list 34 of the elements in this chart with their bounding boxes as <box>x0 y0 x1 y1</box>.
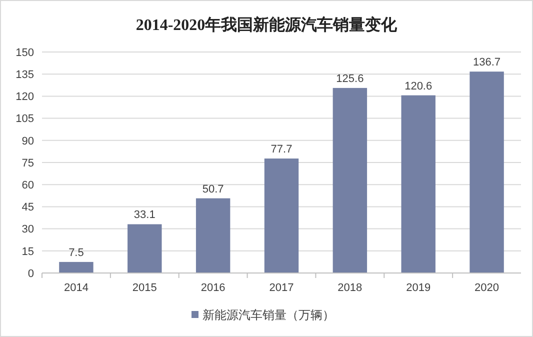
y-tick-label: 120 <box>16 91 34 104</box>
bar <box>59 262 94 273</box>
x-tick-label: 2019 <box>406 282 431 294</box>
bar <box>401 95 436 273</box>
x-tick-label: 2016 <box>200 282 226 294</box>
y-tick-label: 150 <box>16 46 34 59</box>
bar <box>470 72 504 273</box>
bar <box>332 88 368 273</box>
y-tick-label: 90 <box>22 135 34 148</box>
x-tick-label: 2015 <box>132 282 157 294</box>
legend-label: 新能源汽车销量（万辆） <box>202 308 334 322</box>
chart-title: 2014-2020年我国新能源汽车销量变化 <box>136 16 398 34</box>
data-label: 136.7 <box>473 56 501 69</box>
data-label: 120.6 <box>404 80 432 92</box>
y-tick-label: 135 <box>16 68 34 81</box>
data-label: 33.1 <box>134 209 156 222</box>
bar <box>128 224 162 273</box>
x-tick-label: 2014 <box>64 282 88 294</box>
data-label: 125.6 <box>336 72 364 85</box>
bar <box>196 198 230 273</box>
y-tick-label: 45 <box>22 202 34 214</box>
data-label: 77.7 <box>270 144 292 156</box>
x-tick-label: 2018 <box>338 282 362 294</box>
y-tick-label: 0 <box>28 268 34 280</box>
x-tick-label: 2020 <box>474 282 500 294</box>
y-tick-label: 60 <box>22 179 34 192</box>
y-tick-label: 15 <box>22 246 34 258</box>
bar <box>264 158 299 273</box>
data-label: 7.5 <box>68 246 84 259</box>
y-tick-label: 75 <box>22 157 34 170</box>
data-label: 50.7 <box>202 183 224 196</box>
x-tick-label: 2017 <box>269 282 294 294</box>
y-tick-label: 30 <box>22 224 34 236</box>
y-tick-label: 105 <box>16 113 34 126</box>
